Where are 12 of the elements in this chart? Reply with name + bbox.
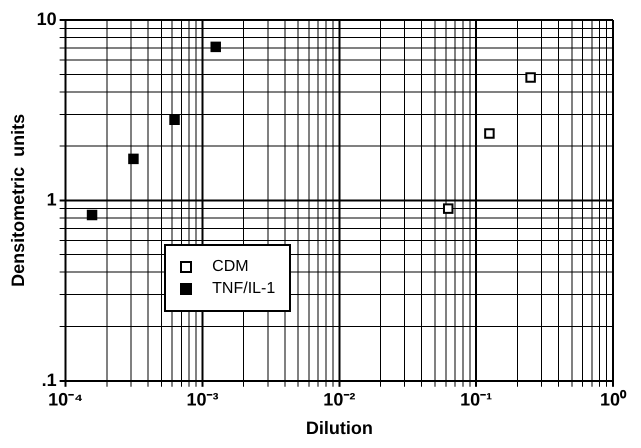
y-axis-title: Densitometric units <box>8 114 28 287</box>
x-axis-title: Dilution <box>306 418 373 438</box>
x-tick-label: 10⁻³ <box>186 390 218 410</box>
y-tick-label: 1 <box>46 189 57 210</box>
legend-label: CDM <box>212 258 249 276</box>
y-tick-label: 10 <box>36 8 57 29</box>
x-tick-label: 10⁻⁴ <box>48 390 84 410</box>
x-tick-label: 10⁻¹ <box>460 390 492 410</box>
x-tick-label: 10⁻² <box>323 390 356 410</box>
x-tick-label: 10⁰ <box>600 390 628 410</box>
y-tick-label: .1 <box>42 370 57 390</box>
legend-label: TNF/IL-1 <box>212 280 276 298</box>
